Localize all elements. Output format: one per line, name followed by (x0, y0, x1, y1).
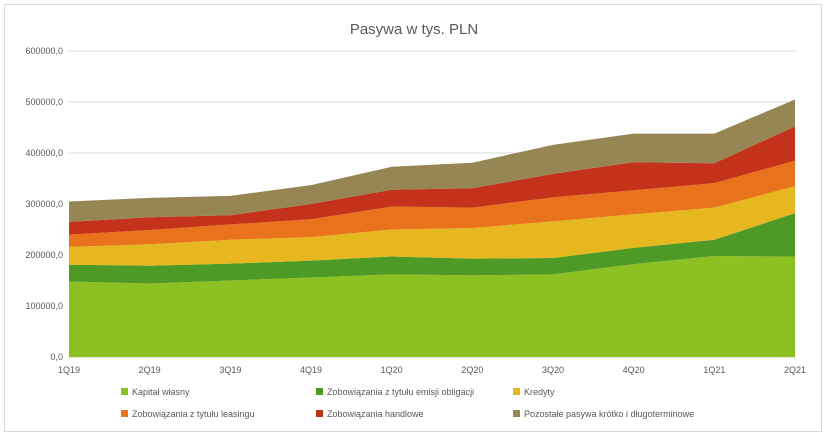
legend-swatch (513, 410, 520, 417)
area-series-4 (69, 160, 795, 247)
y-tick-label: 300000,0 (25, 199, 63, 209)
area-series-2 (69, 213, 795, 284)
area-series-group (69, 99, 795, 357)
legend: Kapitał własny Zobowiązania z tytułu emis… (121, 387, 694, 419)
x-tick-label: 1Q21 (703, 365, 725, 375)
y-tick-label: 600000,0 (25, 46, 63, 56)
legend-swatch (121, 388, 128, 395)
x-tick-label: 2Q21 (784, 365, 806, 375)
legend-swatch (316, 388, 323, 395)
chart-title: Pasywa w tys. PLN (350, 21, 478, 38)
x-tick-label: 3Q19 (219, 365, 241, 375)
y-axis-ticks: 0,0 100000,0 200000,0 300000,0 400000,0 50000… (25, 46, 63, 362)
area-series-5 (69, 126, 795, 235)
legend-swatch (316, 410, 323, 417)
y-tick-label: 0,0 (50, 352, 63, 362)
x-tick-label: 1Q20 (381, 365, 403, 375)
area-series-1 (69, 256, 795, 357)
x-axis-ticks: 1Q19 2Q19 3Q19 4Q19 1Q20 2Q20 3Q20 4Q20 1Q21 2Q21 (58, 365, 806, 375)
area-series-3 (69, 186, 795, 266)
x-tick-label: 3Q20 (542, 365, 564, 375)
y-tick-label: 400000,0 (25, 148, 63, 158)
x-tick-label: 2Q19 (139, 365, 161, 375)
legend-label: Kapitał własny (132, 387, 190, 397)
legend-label: Pozostałe pasywa krótko i długoterminowe (524, 409, 694, 419)
y-tick-label: 200000,0 (25, 250, 63, 260)
legend-label: Zobowiązania z tytułu leasingu (132, 409, 255, 419)
area-series-6 (69, 99, 795, 222)
x-tick-label: 1Q19 (58, 365, 80, 375)
y-tick-label: 500000,0 (25, 97, 63, 107)
y-tick-label: 100000,0 (25, 301, 63, 311)
legend-label: Zobowiązania z tytułu emisji obligacji (327, 387, 474, 397)
legend-label: Zobowiązania handlowe (327, 409, 424, 419)
x-tick-label: 4Q20 (623, 365, 645, 375)
legend-label: Kredyty (524, 387, 555, 397)
legend-swatch (513, 388, 520, 395)
x-tick-label: 2Q20 (461, 365, 483, 375)
legend-swatch (121, 410, 128, 417)
x-tick-label: 4Q19 (300, 365, 322, 375)
